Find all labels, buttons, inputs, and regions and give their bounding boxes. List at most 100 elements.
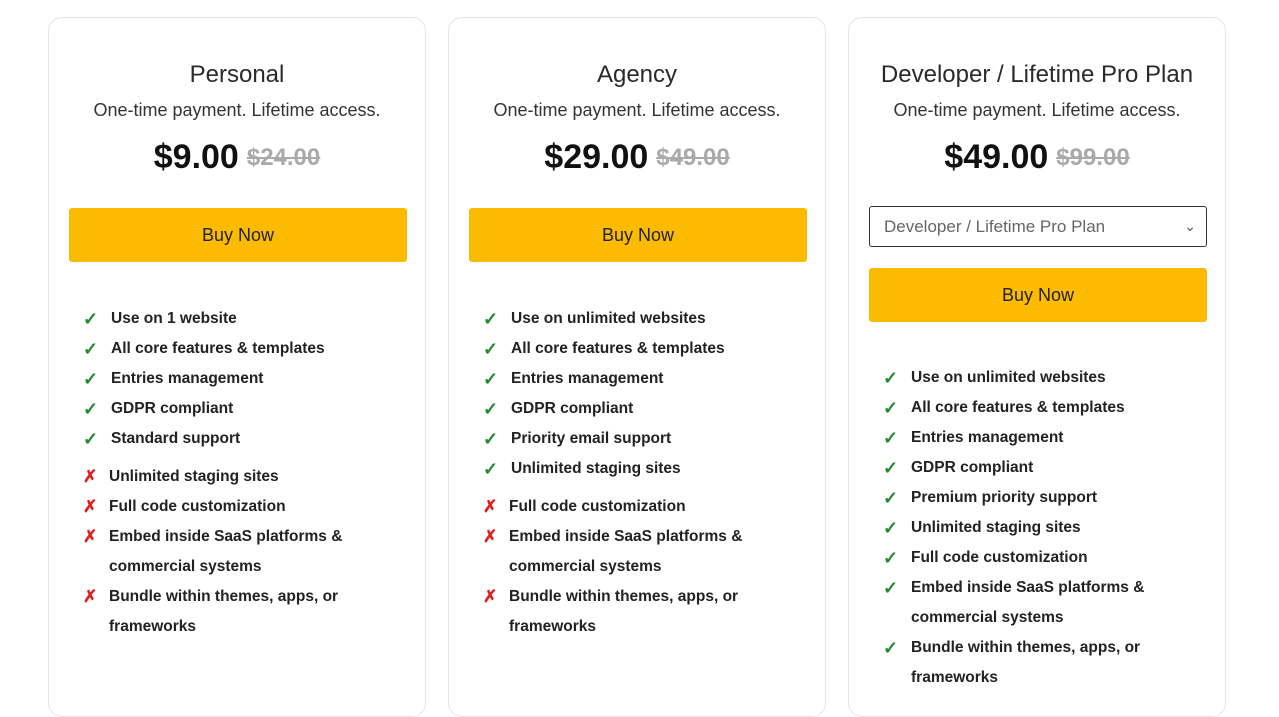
original-price: $49.00 bbox=[656, 143, 730, 171]
pricing-card-agency: Agency One-time payment. Lifetime access… bbox=[448, 17, 826, 717]
check-icon: ✓ bbox=[483, 399, 499, 419]
check-icon: ✓ bbox=[883, 458, 899, 478]
feature-text: Bundle within themes, apps, or framework… bbox=[911, 639, 1141, 686]
feature-text: Standard support bbox=[111, 430, 241, 447]
buy-now-button[interactable]: Buy Now bbox=[869, 268, 1207, 322]
feature-text: All core features & templates bbox=[111, 340, 325, 357]
check-icon: ✓ bbox=[83, 429, 99, 449]
feature-item: ✓ Entries management bbox=[483, 364, 805, 394]
feature-text: Entries management bbox=[511, 370, 664, 387]
feature-item: ✓ All core features & templates bbox=[483, 334, 805, 364]
current-price: $9.00 bbox=[153, 138, 239, 176]
cross-icon: ✗ bbox=[83, 467, 98, 486]
check-icon: ✓ bbox=[883, 398, 899, 418]
check-icon: ✓ bbox=[83, 399, 99, 419]
feature-item: ✓ GDPR compliant bbox=[83, 394, 405, 424]
feature-text: Priority email support bbox=[511, 430, 672, 447]
feature-text: Full code customization bbox=[509, 498, 686, 515]
cross-icon: ✗ bbox=[83, 497, 98, 516]
feature-item: ✓ All core features & templates bbox=[883, 393, 1205, 423]
feature-text: Full code customization bbox=[911, 549, 1088, 566]
feature-text: Embed inside SaaS platforms & commercial… bbox=[911, 579, 1145, 626]
cross-icon: ✗ bbox=[483, 497, 498, 516]
feature-text: Use on unlimited websites bbox=[911, 369, 1106, 386]
feature-item: ✓ Bundle within themes, apps, or framewor… bbox=[883, 633, 1205, 693]
plan-title: Developer / Lifetime Pro Plan bbox=[880, 61, 1194, 88]
feature-item: ✗ Full code customization bbox=[83, 492, 405, 522]
feature-text: Full code customization bbox=[109, 498, 286, 515]
feature-text: Unlimited staging sites bbox=[511, 460, 681, 477]
feature-text: Unlimited staging sites bbox=[109, 468, 279, 485]
feature-text: GDPR compliant bbox=[911, 459, 1034, 476]
feature-item: ✗ Full code customization bbox=[483, 492, 805, 522]
check-icon: ✓ bbox=[883, 488, 899, 508]
cross-icon: ✗ bbox=[483, 527, 498, 546]
cross-icon: ✗ bbox=[483, 587, 498, 606]
plan-title: Personal bbox=[189, 61, 285, 88]
original-price: $99.00 bbox=[1056, 143, 1130, 171]
current-price: $29.00 bbox=[544, 138, 649, 176]
feature-text: All core features & templates bbox=[511, 340, 725, 357]
feature-item: ✗ Embed inside SaaS platforms & commercia… bbox=[483, 522, 805, 582]
feature-text: Unlimited staging sites bbox=[911, 519, 1081, 536]
feature-text: Embed inside SaaS platforms & commercial… bbox=[509, 528, 743, 575]
original-price: $24.00 bbox=[246, 143, 321, 171]
plan-select[interactable]: Developer / Lifetime Pro Plan ⌄ bbox=[869, 206, 1207, 247]
plan-subtitle: One-time payment. Lifetime access. bbox=[893, 100, 1181, 120]
feature-item: ✓ All core features & templates bbox=[83, 334, 405, 364]
feature-list: ✓ Use on unlimited websites ✓ All core feat… bbox=[483, 304, 805, 642]
cross-icon: ✗ bbox=[83, 587, 98, 606]
feature-item: ✓ Premium priority support bbox=[883, 483, 1205, 513]
feature-item: ✗ Embed inside SaaS platforms & commercia… bbox=[83, 522, 405, 582]
feature-item: ✓ Unlimited staging sites bbox=[483, 454, 805, 484]
check-icon: ✓ bbox=[883, 638, 899, 658]
feature-text: Use on unlimited websites bbox=[511, 310, 706, 327]
feature-text: GDPR compliant bbox=[511, 400, 634, 417]
feature-item: ✓ Use on unlimited websites bbox=[883, 363, 1205, 393]
feature-item: ✓ Use on 1 website bbox=[83, 304, 405, 334]
feature-list: ✓ Use on unlimited websites ✓ All core feat… bbox=[883, 363, 1205, 693]
cross-icon: ✗ bbox=[83, 527, 98, 546]
pricing-card-personal: Personal One-time payment. Lifetime acce… bbox=[48, 17, 426, 717]
feature-text: Entries management bbox=[911, 429, 1064, 446]
pricing-card-developer: Developer / Lifetime Pro Plan One-time p… bbox=[848, 17, 1226, 717]
feature-item: ✓ Entries management bbox=[883, 423, 1205, 453]
check-icon: ✓ bbox=[83, 369, 99, 389]
check-icon: ✓ bbox=[83, 309, 99, 329]
check-icon: ✓ bbox=[883, 368, 899, 388]
feature-item: ✓ Use on unlimited websites bbox=[483, 304, 805, 334]
feature-item: ✗ Bundle within themes, apps, or framewor… bbox=[83, 582, 405, 642]
check-icon: ✓ bbox=[83, 339, 99, 359]
check-icon: ✓ bbox=[483, 339, 499, 359]
check-icon: ✓ bbox=[483, 369, 499, 389]
plan-subtitle: One-time payment. Lifetime access. bbox=[493, 100, 781, 120]
feature-item: ✓ Priority email support bbox=[483, 424, 805, 454]
price: $49.00 $99.00 bbox=[849, 138, 1225, 177]
buy-now-button[interactable]: Buy Now bbox=[69, 208, 407, 262]
feature-item: ✓ GDPR compliant bbox=[483, 394, 805, 424]
feature-item: ✗ Unlimited staging sites bbox=[83, 462, 405, 492]
chevron-down-icon: ⌄ bbox=[1184, 218, 1196, 234]
feature-item: ✗ Bundle within themes, apps, or framewor… bbox=[483, 582, 805, 642]
plan-title: Agency bbox=[596, 61, 678, 88]
feature-text: All core features & templates bbox=[911, 399, 1125, 416]
price: $9.00 $24.00 bbox=[49, 138, 425, 177]
price: $29.00 $49.00 bbox=[449, 138, 825, 177]
current-price: $49.00 bbox=[944, 138, 1049, 176]
plan-select-value: Developer / Lifetime Pro Plan bbox=[884, 217, 1106, 236]
feature-text: Entries management bbox=[111, 370, 264, 387]
feature-item: ✓ Unlimited staging sites bbox=[883, 513, 1205, 543]
check-icon: ✓ bbox=[483, 429, 499, 449]
feature-item: ✓ GDPR compliant bbox=[883, 453, 1205, 483]
feature-text: Embed inside SaaS platforms & commercial… bbox=[109, 528, 343, 575]
feature-text: GDPR compliant bbox=[111, 400, 234, 417]
check-icon: ✓ bbox=[483, 309, 499, 329]
feature-item: ✓ Embed inside SaaS platforms & commercia… bbox=[883, 573, 1205, 633]
feature-text: Premium priority support bbox=[911, 489, 1098, 506]
buy-now-button[interactable]: Buy Now bbox=[469, 208, 807, 262]
feature-item: ✓ Standard support bbox=[83, 424, 405, 454]
feature-text: Bundle within themes, apps, or framework… bbox=[509, 588, 739, 635]
check-icon: ✓ bbox=[883, 578, 899, 598]
check-icon: ✓ bbox=[883, 548, 899, 568]
feature-list: ✓ Use on 1 website ✓ All core features & te… bbox=[83, 304, 405, 642]
